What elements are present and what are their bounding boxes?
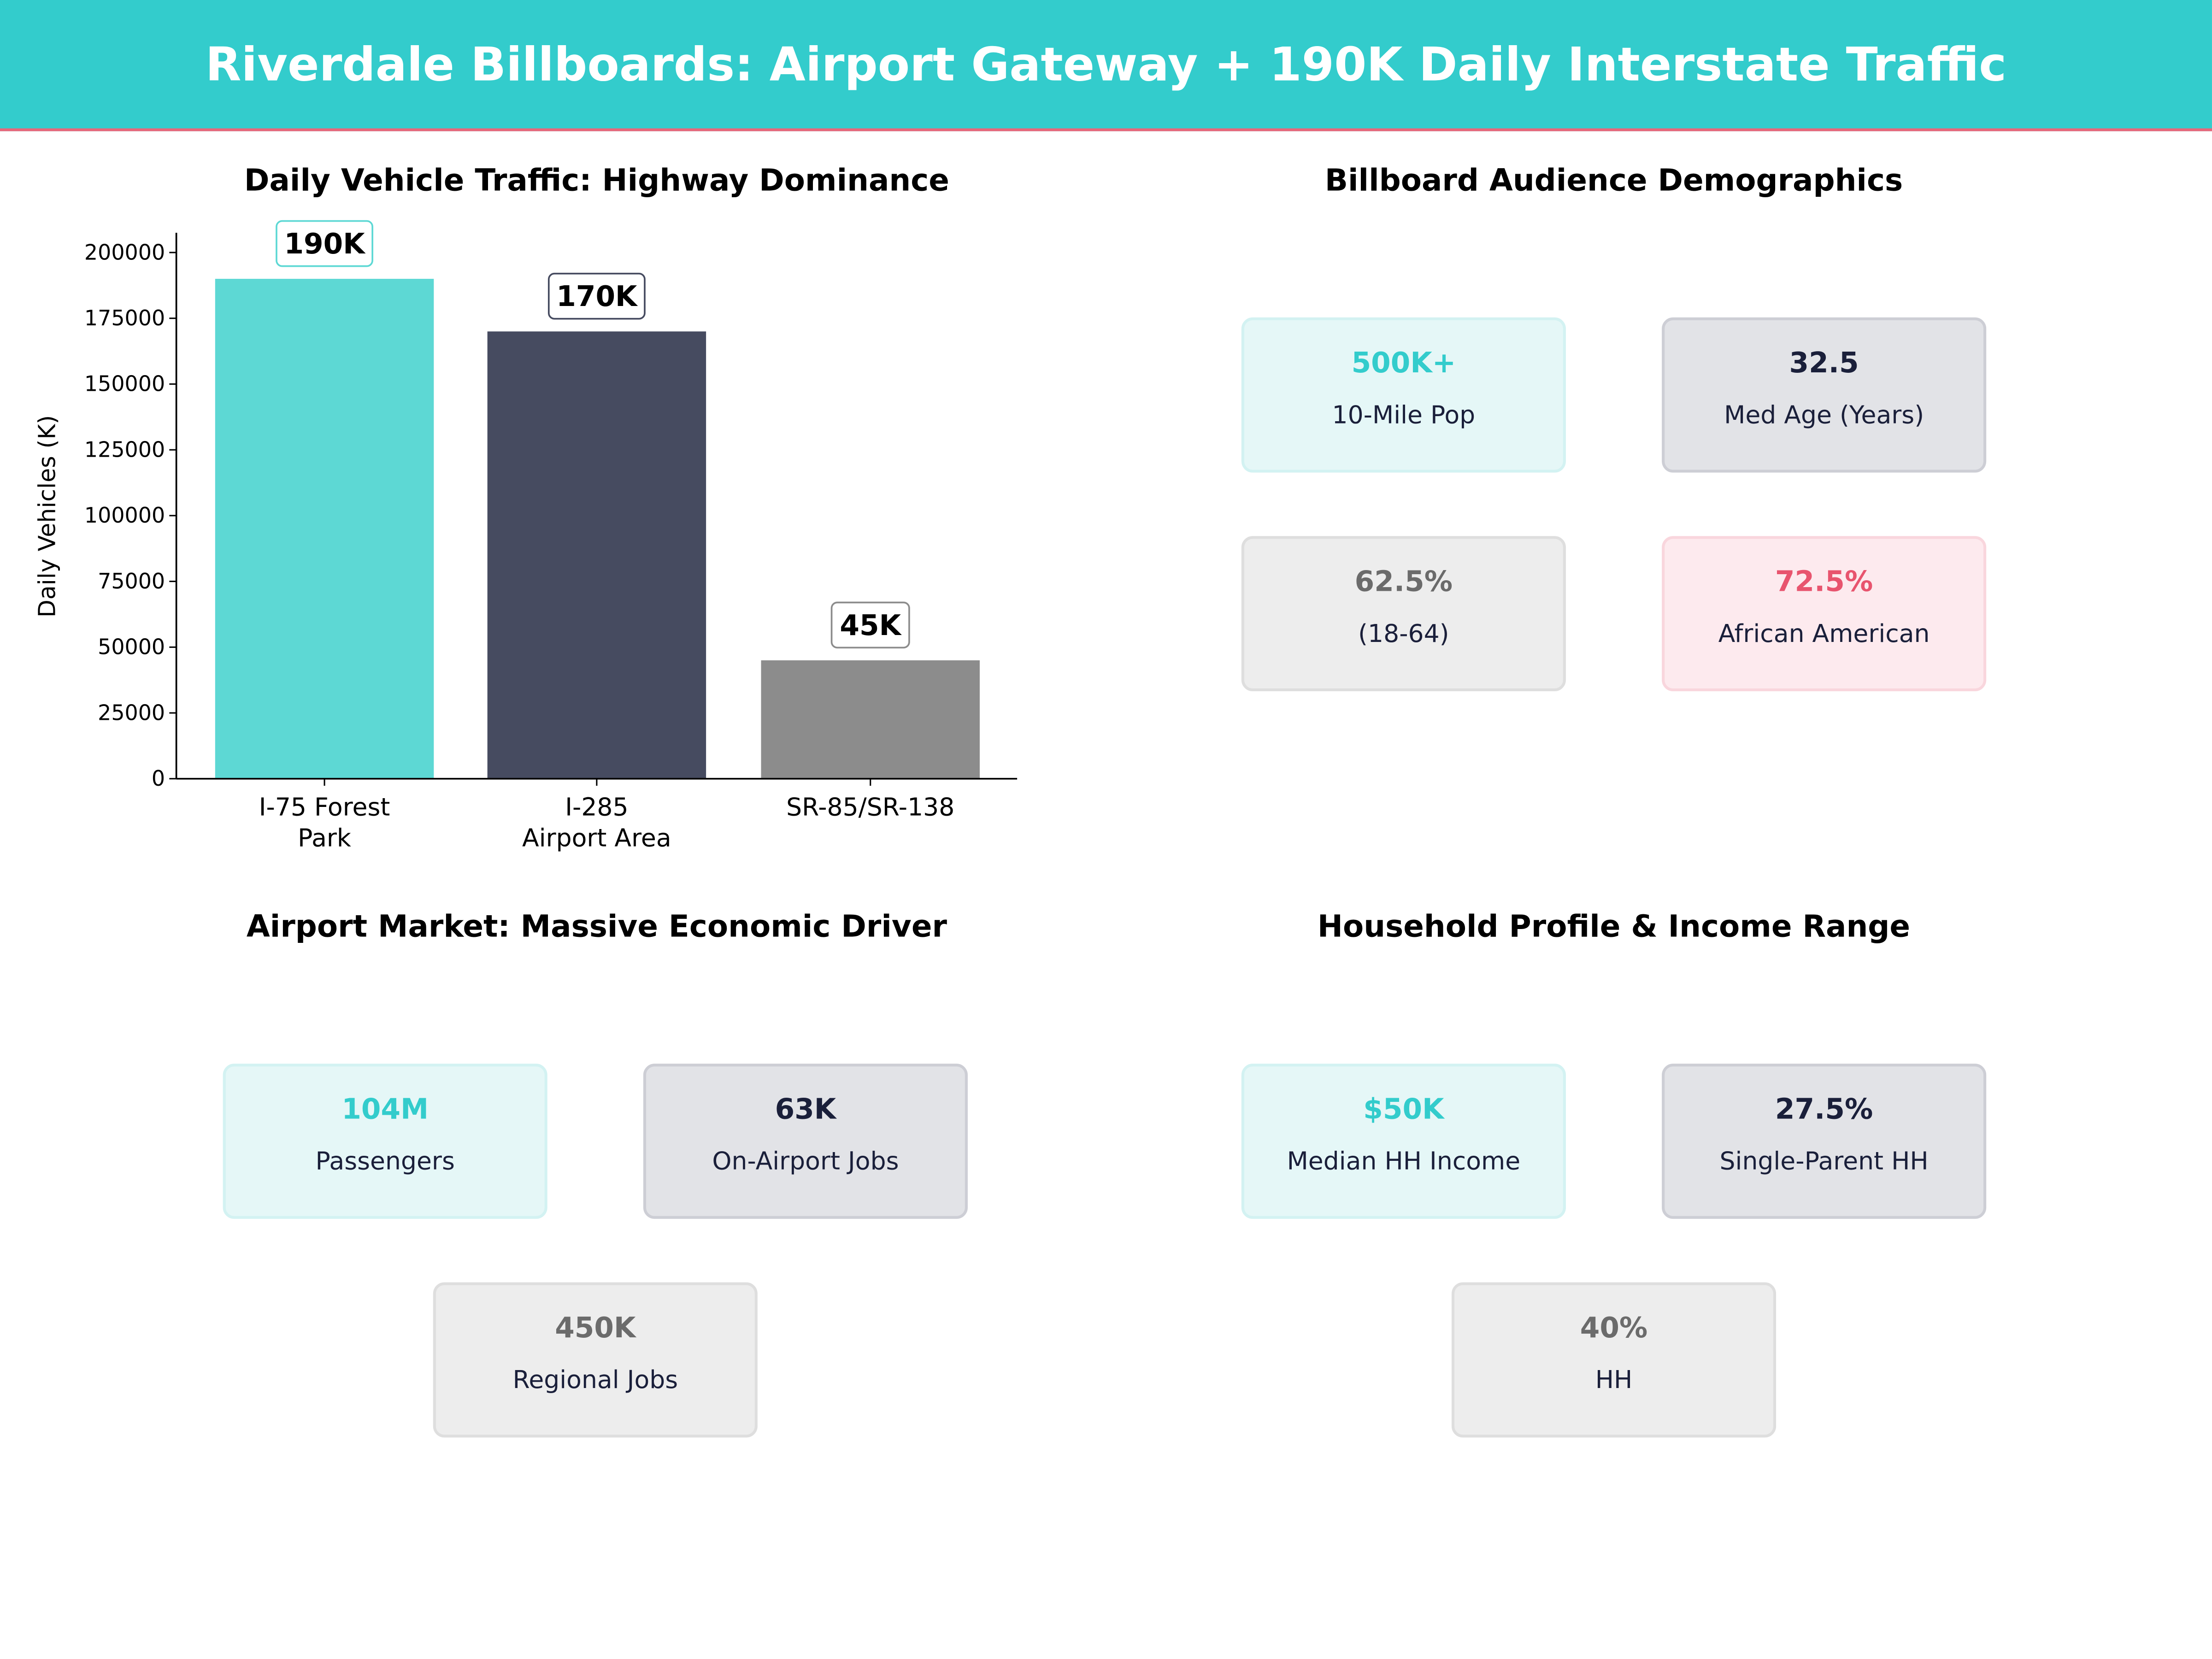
stat-value: $50K — [1363, 1092, 1444, 1126]
y-tick-label: 175000 — [84, 306, 165, 330]
data-label-box — [547, 272, 646, 320]
household-stat-card: 40% HH — [1451, 1282, 1777, 1438]
y-tick-label: 50000 — [98, 635, 165, 659]
airport-stat-card: 450K Regional Jobs — [433, 1282, 758, 1438]
demographics-stat-card: 32.5 Med Age (Years) — [1662, 317, 1987, 473]
airport-stat-card: 63K On-Airport Jobs — [643, 1064, 968, 1219]
traffic-chart-title: Daily Vehicle Traffic: Highway Dominance — [244, 164, 949, 199]
data-label: 45K — [830, 601, 910, 649]
data-label-box — [276, 220, 373, 267]
data-label-box — [830, 601, 910, 649]
household-stat-card: $50K Median HH Income — [1241, 1064, 1566, 1219]
stat-label: Median HH Income — [1287, 1148, 1521, 1177]
stat-value: 27.5% — [1775, 1092, 1873, 1126]
y-tick-label: 75000 — [98, 569, 165, 594]
x-tick-label: I-75 Forest — [259, 792, 390, 821]
x-tick-label: SR-85/SR-138 — [786, 792, 954, 821]
data-label-text: 170K — [556, 280, 638, 313]
bar — [761, 660, 980, 779]
stat-value: 72.5% — [1775, 564, 1873, 598]
y-tick-label: 150000 — [84, 371, 165, 396]
stat-value: 500K+ — [1351, 345, 1456, 380]
demographics-stat-card: 72.5% African American — [1662, 536, 1987, 691]
stat-label: Passengers — [315, 1148, 455, 1177]
x-tick-label: I-285 — [565, 792, 628, 821]
bar — [215, 279, 434, 779]
stat-label: Single-Parent HH — [1719, 1148, 1929, 1177]
household-stat-card: 27.5% Single-Parent HH — [1662, 1064, 1987, 1219]
airport-title: Airport Market: Massive Economic Driver — [246, 910, 947, 946]
y-tick-label: 0 — [152, 766, 165, 791]
y-axis-label: Daily Vehicles (K) — [33, 415, 60, 618]
stat-label: Med Age (Years) — [1724, 402, 1924, 430]
household-title: Household Profile & Income Range — [1317, 910, 1911, 946]
stat-label: HH — [1595, 1367, 1633, 1395]
data-label-text: 190K — [284, 228, 366, 260]
stat-label: (18-64) — [1358, 620, 1449, 649]
page-title: Riverdale Billboards: Airport Gateway + … — [205, 36, 2007, 92]
airport-stat-card: 104M Passengers — [223, 1064, 547, 1219]
y-tick-label: 125000 — [84, 437, 165, 462]
stat-value: 40% — [1580, 1310, 1648, 1345]
stat-value: 63K — [775, 1092, 836, 1126]
stat-label: 10-Mile Pop — [1332, 402, 1476, 430]
demographics-title: Billboard Audience Demographics — [1324, 164, 1903, 199]
demographics-stat-card: 62.5% (18-64) — [1241, 536, 1566, 691]
x-tick-label: Airport Area — [522, 824, 671, 853]
stat-value: 450K — [555, 1310, 636, 1345]
stat-label: Regional Jobs — [512, 1367, 678, 1395]
stat-value: 62.5% — [1354, 564, 1453, 598]
stat-label: African American — [1718, 620, 1930, 649]
y-tick-label: 200000 — [84, 240, 165, 265]
data-label: 190K — [276, 220, 373, 267]
traffic-bar-chart: 0 25000 50000 75000 100000 125000 150000 175000… — [33, 220, 1018, 853]
data-label: 170K — [547, 272, 646, 320]
data-label-text: 45K — [840, 609, 902, 642]
stat-label: On-Airport Jobs — [712, 1148, 899, 1177]
y-tick-label: 25000 — [98, 700, 165, 725]
header-banner: Riverdale Billboards: Airport Gateway + … — [0, 0, 2212, 131]
stat-value: 32.5 — [1789, 345, 1859, 380]
x-tick-label: Park — [298, 824, 351, 853]
stat-value: 104M — [341, 1092, 429, 1126]
demographics-stat-card: 500K+ 10-Mile Pop — [1241, 317, 1566, 473]
bar — [487, 331, 706, 779]
y-tick-label: 100000 — [84, 503, 165, 528]
